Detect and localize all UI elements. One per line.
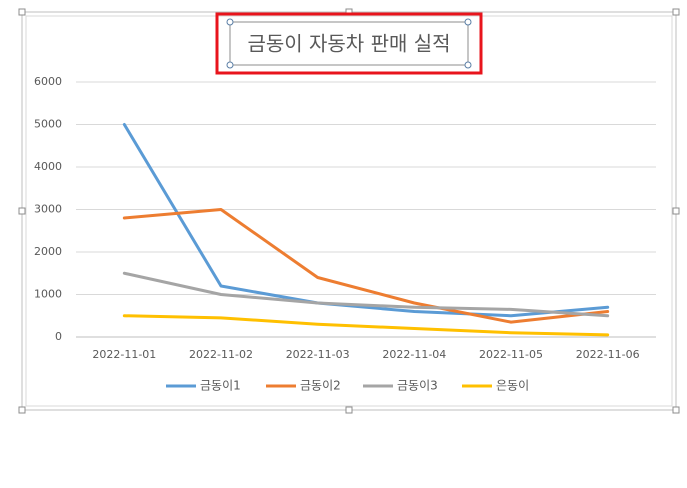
series-line bbox=[122, 314, 610, 337]
y-tick-label: 6000 bbox=[34, 75, 62, 88]
x-tick-label: 2022-11-03 bbox=[286, 348, 350, 361]
y-tick-label: 0 bbox=[55, 330, 62, 343]
y-tick-label: 4000 bbox=[34, 160, 62, 173]
series-line bbox=[122, 271, 610, 318]
highlight-box bbox=[215, 12, 483, 75]
x-tick-label: 2022-11-06 bbox=[576, 348, 640, 361]
y-tick-label: 1000 bbox=[34, 288, 62, 301]
chart-area bbox=[25, 15, 673, 407]
legend-label: 금동이3 bbox=[397, 379, 438, 393]
series-line bbox=[122, 123, 610, 318]
y-tick-label: 5000 bbox=[34, 118, 62, 131]
chart-frame bbox=[21, 11, 677, 411]
title-handles bbox=[226, 18, 472, 69]
x-tick-label: 2022-11-02 bbox=[189, 348, 253, 361]
x-tick-label: 2022-11-01 bbox=[92, 348, 156, 361]
chart-title: 금동이 자동차 판매 실적 bbox=[247, 32, 450, 56]
series-line bbox=[122, 208, 610, 324]
x-tick-label: 2022-11-05 bbox=[479, 348, 543, 361]
title-selection bbox=[229, 21, 469, 66]
legend-label: 금동이1 bbox=[200, 379, 241, 393]
legend-label: 금동이2 bbox=[300, 379, 341, 393]
y-tick-label: 3000 bbox=[34, 203, 62, 216]
y-tick-label: 2000 bbox=[34, 245, 62, 258]
frame-handles bbox=[18, 8, 680, 414]
x-tick-label: 2022-11-04 bbox=[382, 348, 446, 361]
legend-label: 은동이 bbox=[496, 379, 529, 393]
